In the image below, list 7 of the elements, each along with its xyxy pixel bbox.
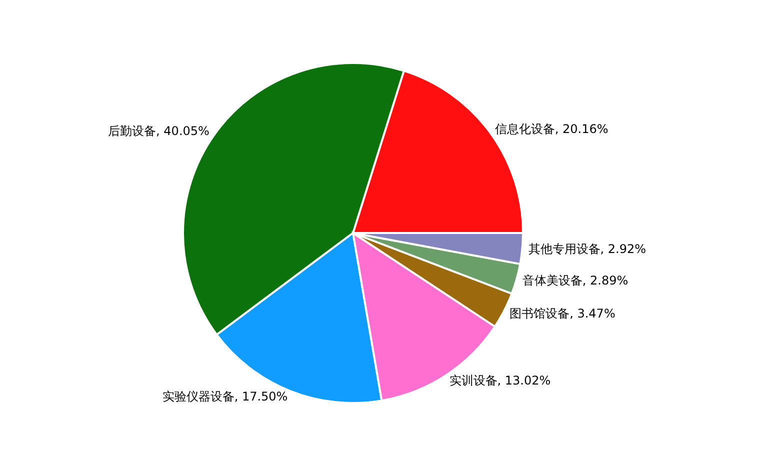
slice-label: 后勤设备, 40.05% [108, 124, 210, 138]
slice-label: 实验仪器设备, 17.50% [162, 389, 288, 404]
slice-label: 音体美设备, 2.89% [522, 274, 628, 288]
slice-label: 其他专用设备, 2.92% [528, 242, 646, 256]
slice-label: 实训设备, 13.02% [449, 373, 551, 388]
slice-label: 图书馆设备, 3.47% [510, 306, 616, 320]
slice-label: 信息化设备, 20.16% [494, 122, 608, 136]
